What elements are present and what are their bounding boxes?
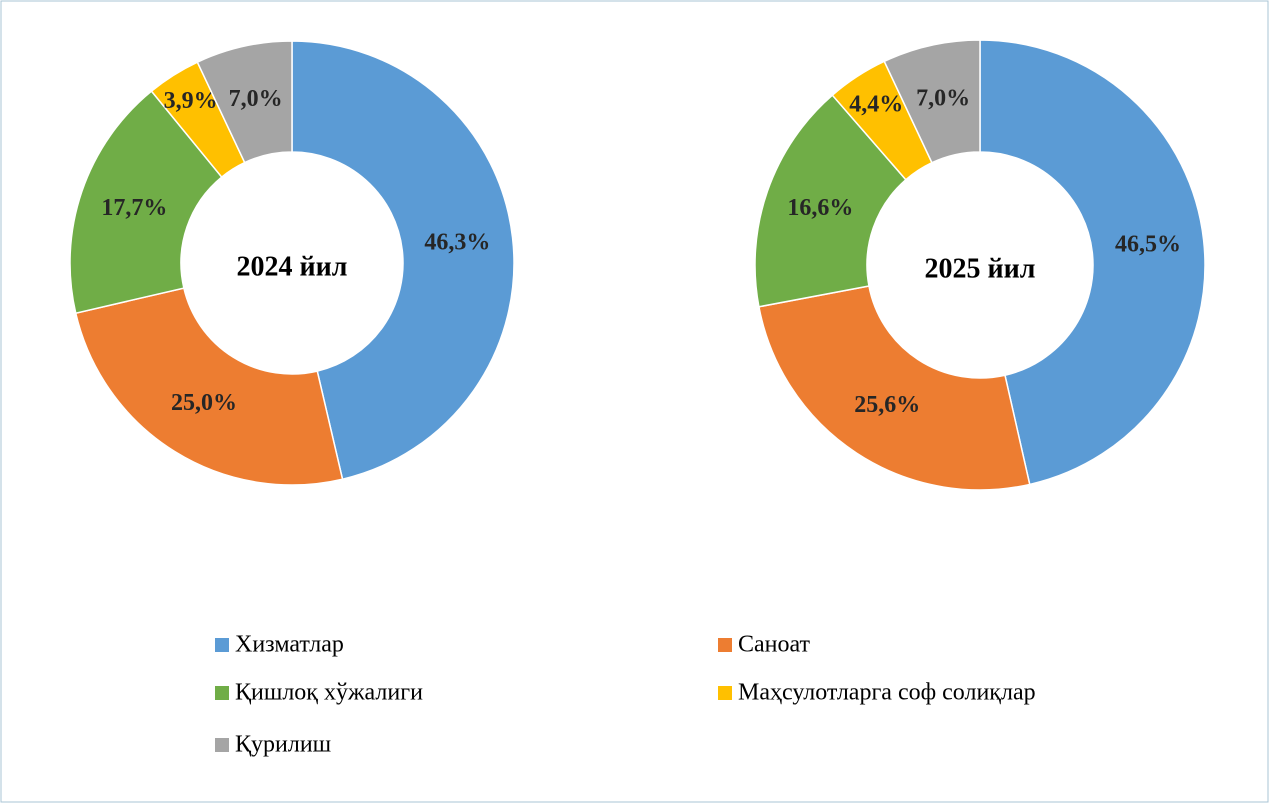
legend-swatch: [718, 686, 732, 700]
data-label: 4,4%: [849, 91, 903, 117]
legend-label: Хизматлар: [235, 632, 344, 658]
data-label: 25,6%: [854, 392, 920, 418]
data-label: 7,0%: [229, 86, 283, 112]
data-label: 7,0%: [916, 86, 970, 112]
legend-swatch: [718, 638, 732, 652]
legend-label: Қишлоқ хўжалиги: [235, 680, 423, 706]
donut-slice: [979, 39, 1206, 486]
donut-slice: [758, 285, 1031, 491]
data-label: 3,9%: [164, 88, 218, 114]
donut-slice: [74, 287, 344, 486]
legend-label: Саноат: [738, 632, 811, 658]
legend-swatch: [215, 738, 229, 752]
chart-title: 2025 йил: [925, 253, 1036, 284]
data-label: 16,6%: [787, 195, 853, 221]
legend-label: Қурилиш: [235, 732, 332, 758]
legend-swatch: [215, 638, 229, 652]
donut-slice: [69, 90, 223, 315]
data-label: 25,0%: [171, 390, 237, 416]
chart-title: 2024 йил: [237, 251, 348, 282]
donut-slice: [754, 94, 907, 308]
donut-slice: [291, 40, 515, 481]
donut-slice: [196, 40, 293, 164]
donut-slice: [883, 39, 981, 164]
legend-swatch: [215, 686, 229, 700]
legend-label: Маҳсулотларга соф солиқлар: [738, 680, 1036, 706]
data-label: 17,7%: [101, 195, 167, 221]
data-label: 46,3%: [424, 229, 490, 255]
data-label: 46,5%: [1115, 232, 1181, 258]
